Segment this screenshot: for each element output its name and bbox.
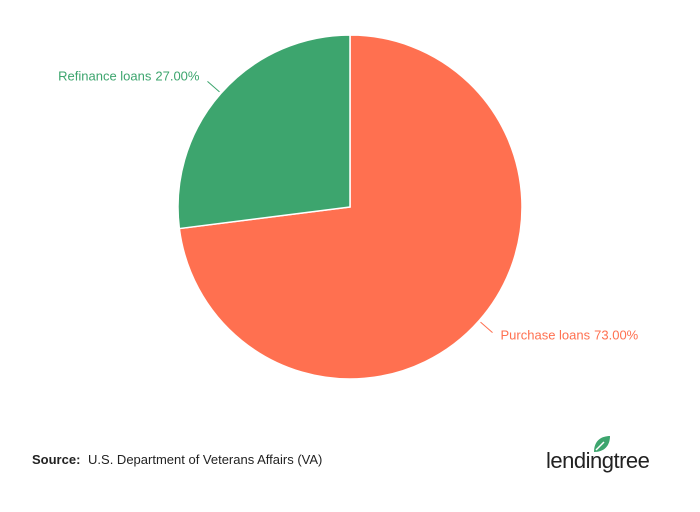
leader-line bbox=[480, 321, 493, 334]
leader-line bbox=[207, 80, 220, 93]
source-label: Source: bbox=[32, 452, 80, 467]
slice-label: Refinance loans 27.00% bbox=[58, 69, 200, 84]
slice-value: 27.00% bbox=[155, 69, 200, 84]
logo-leaf-vein bbox=[595, 441, 605, 451]
logo-text: lendingtree bbox=[546, 448, 650, 473]
logo: lendingtree bbox=[546, 436, 650, 473]
slice-label: Purchase loans 73.00% bbox=[501, 328, 639, 343]
slice-value: 73.00% bbox=[594, 328, 639, 343]
source: Source: U.S. Department of Veterans Affa… bbox=[32, 452, 322, 467]
slice-name: Purchase loans bbox=[501, 328, 591, 343]
pie-slice bbox=[177, 34, 351, 230]
source-text: U.S. Department of Veterans Affairs (VA) bbox=[88, 452, 322, 467]
slice-name: Refinance loans bbox=[58, 69, 152, 84]
